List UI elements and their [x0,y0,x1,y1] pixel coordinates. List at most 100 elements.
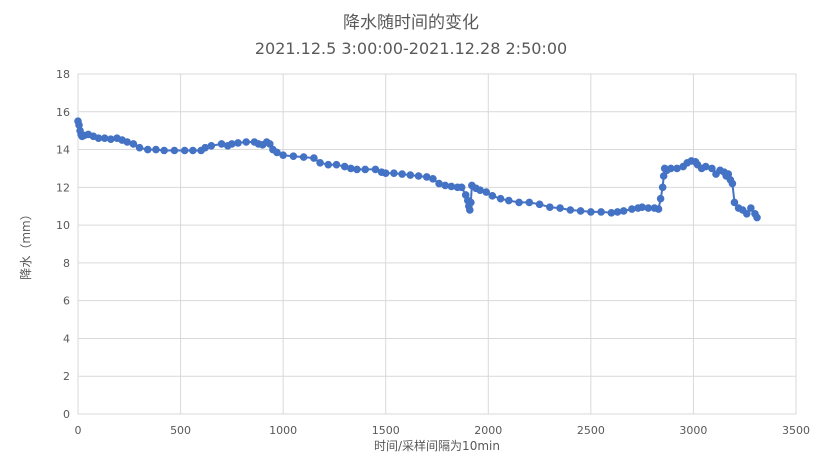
data-point [398,170,406,178]
data-point [135,143,144,152]
x-tick-label: 2500 [577,424,605,437]
x-tick-label: 3500 [782,424,810,437]
data-point [107,135,115,143]
y-tick-label: 16 [56,106,70,119]
data-point [324,160,333,169]
data-point [332,160,341,169]
y-tick-label: 6 [63,295,70,308]
x-tick-label: 0 [75,424,82,437]
x-tick-label: 1000 [269,424,297,437]
data-point [279,151,287,160]
data-point [742,209,751,218]
data-point [201,143,209,152]
data-point [496,194,505,203]
data-point [390,169,398,177]
data-point [406,171,415,179]
data-point [667,164,675,173]
data-point [441,181,450,190]
data-point [515,198,523,207]
x-tick-label: 1500 [372,424,400,437]
data-point [447,182,456,191]
y-tick-label: 12 [56,181,70,194]
data-point [587,208,595,216]
data-point [546,203,554,211]
data-point [299,153,308,161]
data-point [488,192,497,200]
series-line [77,120,758,219]
data-point [644,204,653,212]
y-tick-label: 4 [63,332,70,345]
data-point [152,145,160,154]
data-point [535,200,544,209]
plot-area-frame [77,73,797,415]
data-point [347,164,355,173]
data-point [381,169,390,177]
y-axis: 0 2 4 6 8 10 12 14 16 18 [56,68,70,421]
data-point [310,154,318,162]
data-point [476,186,484,194]
chart-title: 降水随时间的变化 [343,13,479,33]
series-rainfall [74,117,761,222]
data-point [316,158,324,167]
y-tick-label: 2 [63,370,70,383]
data-point [619,207,628,215]
data-point [730,198,739,207]
data-point [466,206,474,214]
data-point [659,172,668,180]
y-axis-title: 降水（mm） [19,208,33,279]
data-point [435,179,443,188]
data-point [129,140,138,148]
x-axis-title: 时间/采样间隔为10min [374,438,500,453]
data-point [273,148,281,157]
data-point [361,165,370,174]
y-tick-label: 8 [63,257,70,270]
data-point [505,196,513,205]
data-point [414,172,423,180]
data-point [228,140,236,148]
data-point [100,134,109,143]
data-point [607,209,616,217]
data-point [525,198,534,207]
y-tick-label: 18 [56,68,70,81]
data-point [217,140,226,148]
data-point [457,183,466,192]
data-point [234,139,242,147]
y-tick-label: 10 [56,219,70,232]
data-point [429,175,437,183]
data-point [628,205,636,213]
gridlines [77,73,797,415]
data-point [242,138,251,146]
data-point [422,173,431,181]
data-point [753,213,761,222]
y-tick-label: 0 [63,408,70,421]
chart-subtitle: 2021.12.5 3:00:00-2021.12.28 2:50:00 [255,39,567,58]
data-point [482,188,491,196]
data-point [638,203,646,211]
x-axis: 0 500 1000 1500 2000 2500 3000 3500 [75,424,811,437]
data-point [597,208,605,216]
data-point [353,165,361,174]
data-point [371,165,380,174]
x-tick-label: 3000 [679,424,707,437]
data-point [701,162,710,171]
data-point [143,145,152,154]
data-point [180,146,189,155]
data-point [123,138,132,146]
data-point [656,194,665,203]
y-tick-label: 14 [56,144,70,157]
data-point [566,206,575,214]
data-point [94,134,103,143]
data-point [467,198,475,207]
data-point [576,207,585,215]
data-point [289,152,298,160]
data-point [654,205,663,213]
data-point [673,164,681,173]
data-point [728,179,737,188]
data-point [189,146,197,155]
data-point [658,183,667,192]
data-point [170,146,179,155]
data-point [708,164,716,173]
data-point [747,204,755,212]
data-point [613,208,622,216]
